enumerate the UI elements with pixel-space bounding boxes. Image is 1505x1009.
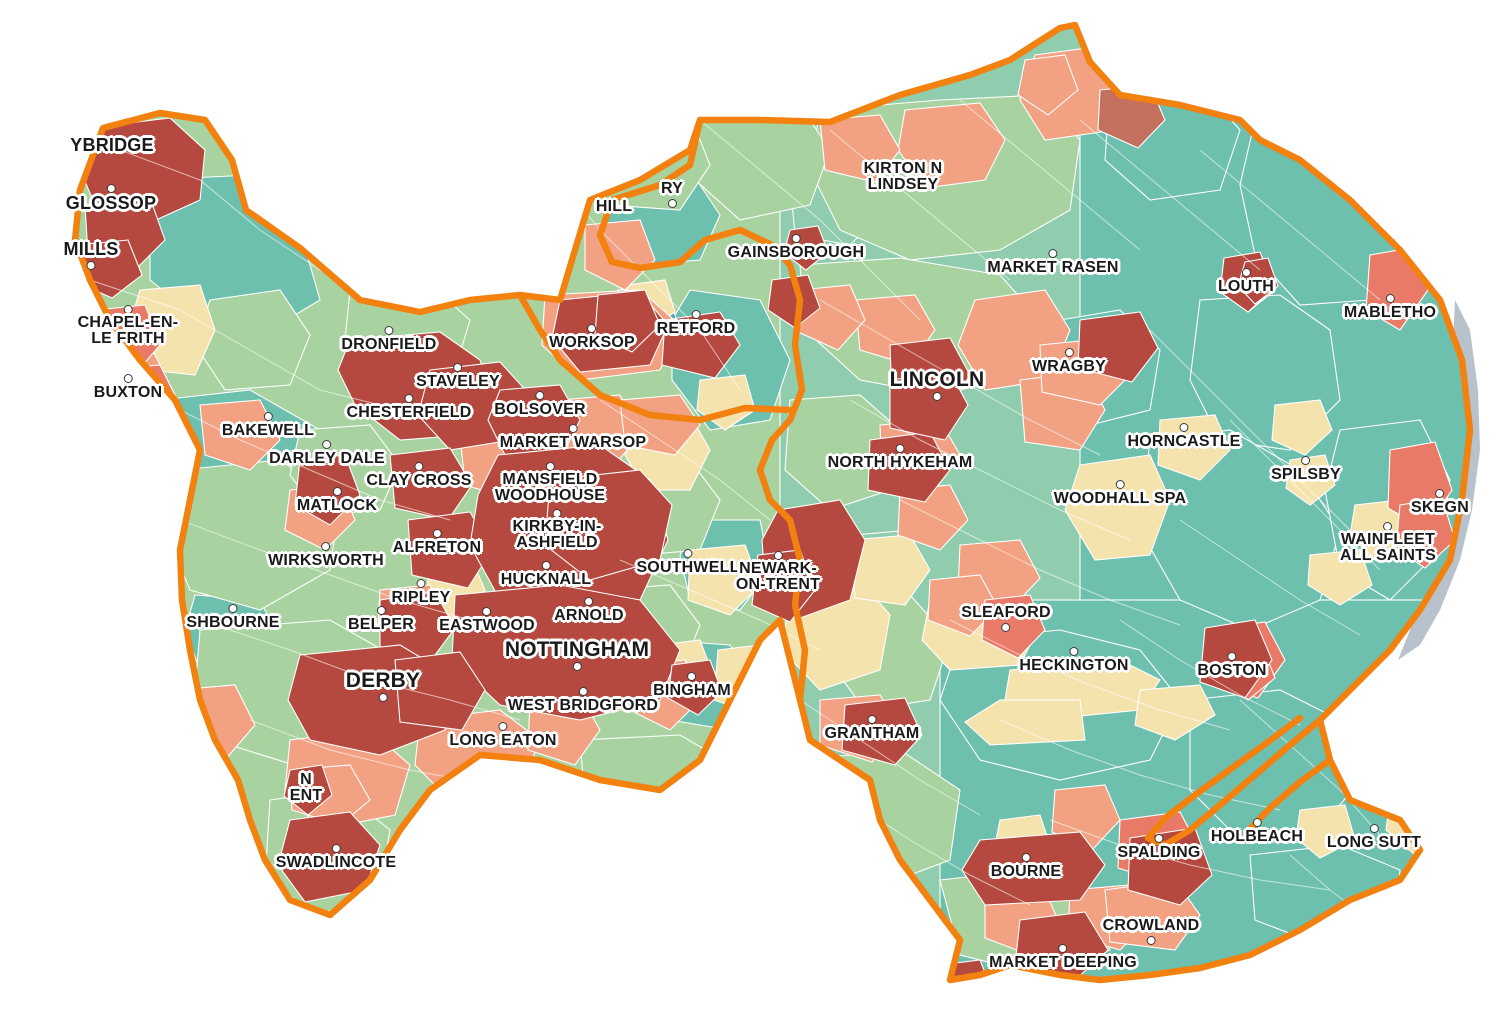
choropleth-map[interactable]: YBRIDGE GLOSSOP MILLS CHAPEL-EN- LE FRITH BU… [0, 0, 1505, 1009]
map-canvas[interactable] [0, 0, 1505, 1009]
